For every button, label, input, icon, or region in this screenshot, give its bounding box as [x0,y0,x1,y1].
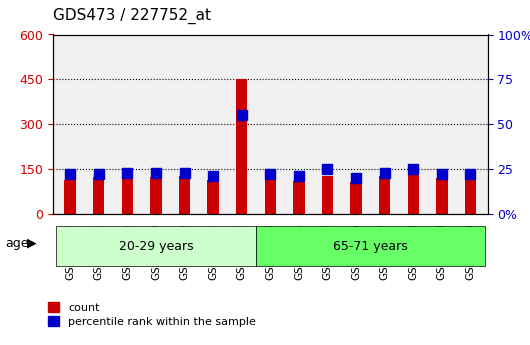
Text: ▶: ▶ [26,237,36,250]
Bar [408,170,419,214]
Point [209,174,217,179]
Text: GDS473 / 227752_at: GDS473 / 227752_at [53,8,211,24]
Point [466,172,475,177]
Point [180,170,189,175]
Bar [207,180,219,214]
Text: 20-29 years: 20-29 years [119,240,193,253]
Bar [264,178,276,214]
Bar [465,179,476,214]
Point [123,170,131,175]
Point [152,170,160,175]
Bar [93,177,104,214]
Point [438,172,446,177]
Bar [322,176,333,214]
Bar [236,79,248,214]
Point [66,172,74,177]
Bar [293,181,305,214]
Point [266,172,275,177]
Bar [179,176,190,214]
Bar [350,181,362,214]
Point [94,172,103,177]
Bar [121,175,133,214]
Point [381,170,389,175]
Point [409,166,418,172]
Point [323,166,332,172]
Point [295,174,303,179]
Bar [436,178,447,214]
Point [237,112,246,118]
Bar [379,176,391,214]
Point [352,175,360,181]
Legend: count, percentile rank within the sample: count, percentile rank within the sample [48,302,256,327]
Bar [150,177,162,214]
Text: 65-71 years: 65-71 years [333,240,408,253]
Text: age: age [5,237,29,250]
Bar [65,179,76,214]
